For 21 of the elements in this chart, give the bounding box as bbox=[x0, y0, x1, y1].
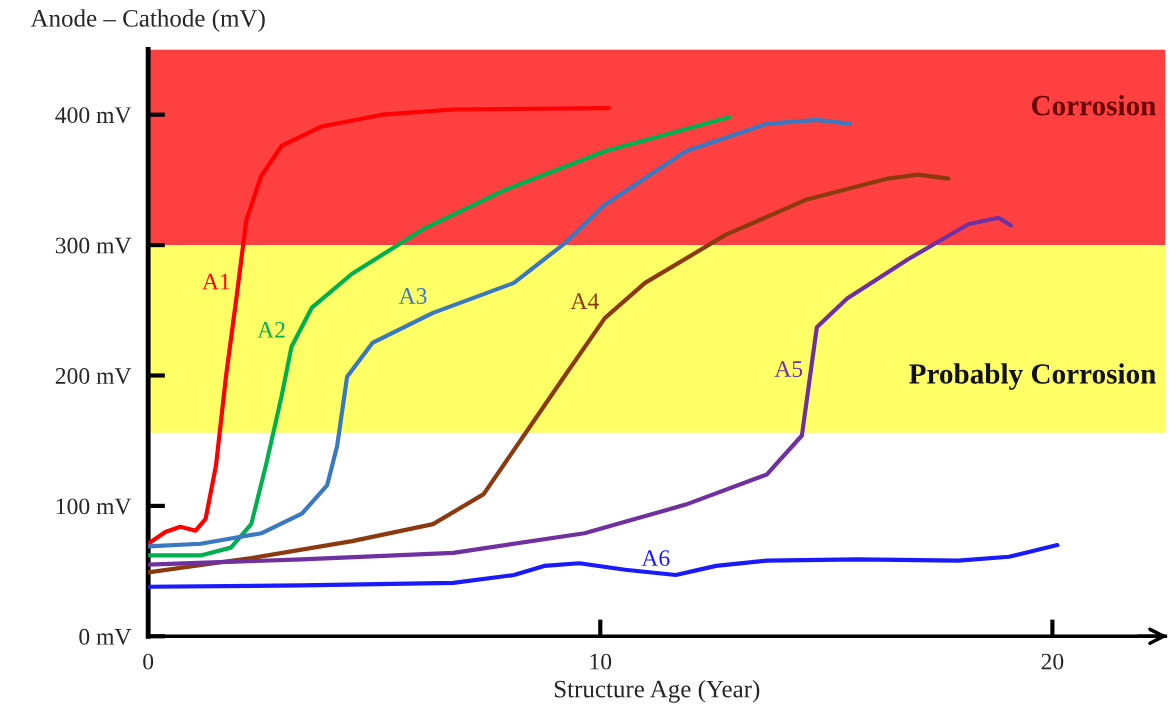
series-label: A6 bbox=[641, 550, 670, 567]
line-series bbox=[148, 542, 1060, 589]
x-tick-label: 10 bbox=[590, 653, 612, 670]
x-axis-title: Structure Age (Year) bbox=[554, 679, 760, 703]
series-label: A4 bbox=[570, 293, 599, 309]
y-axis-title: Anode – Cathode (mV) bbox=[30, 9, 265, 32]
series-label: A2 bbox=[257, 321, 285, 338]
line-series bbox=[148, 117, 853, 549]
series-label: A1 bbox=[202, 273, 230, 290]
x-tick-label: 0 bbox=[143, 653, 154, 670]
band-label: Corrosion bbox=[1031, 94, 1156, 116]
band-label: Probably Corrosion bbox=[909, 363, 1156, 390]
line-series bbox=[148, 106, 611, 546]
y-tick-label: 300 mV bbox=[55, 237, 132, 254]
y-tick-label: 0 mV bbox=[79, 628, 132, 645]
y-tick-label: 400 mV bbox=[55, 107, 132, 124]
y-tick-label: 100 mV bbox=[56, 498, 132, 515]
series-label: A5 bbox=[774, 361, 803, 377]
series-label: A3 bbox=[398, 288, 427, 304]
y-tick-label: 200 mV bbox=[55, 367, 132, 385]
x-tick-label: 20 bbox=[1041, 653, 1064, 670]
